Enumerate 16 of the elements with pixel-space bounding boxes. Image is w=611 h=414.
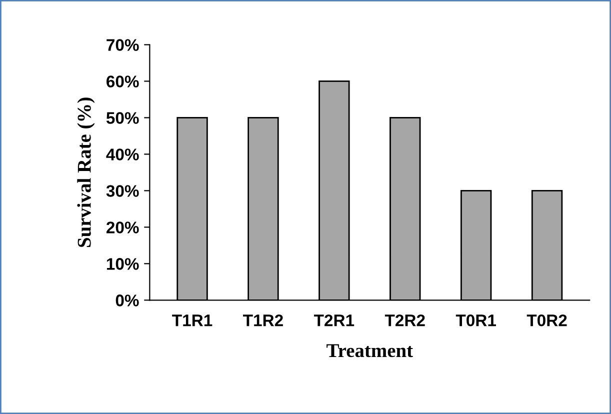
y-tick-label: 60%	[106, 76, 139, 88]
x-tick-label: T2R1	[314, 314, 354, 326]
x-axis-title: Treatment	[326, 344, 413, 358]
x-tick-label: T0R1	[456, 314, 496, 326]
x-tick-label: T0R2	[526, 314, 567, 326]
y-tick-label: 50%	[106, 112, 139, 124]
x-tick-label: T2R2	[384, 314, 425, 326]
y-tick-label: 10%	[106, 258, 139, 270]
y-tick-label: 0%	[116, 294, 139, 306]
x-tick-label: T1R1	[172, 314, 212, 326]
y-tick-label: 20%	[106, 222, 139, 234]
y-axis-title: Survival Rate (%)	[77, 98, 95, 247]
y-tick-label: 30%	[106, 185, 139, 197]
y-tick-label: 70%	[106, 39, 139, 51]
y-tick-label: 40%	[106, 148, 139, 160]
x-tick-label: T1R2	[243, 314, 283, 326]
